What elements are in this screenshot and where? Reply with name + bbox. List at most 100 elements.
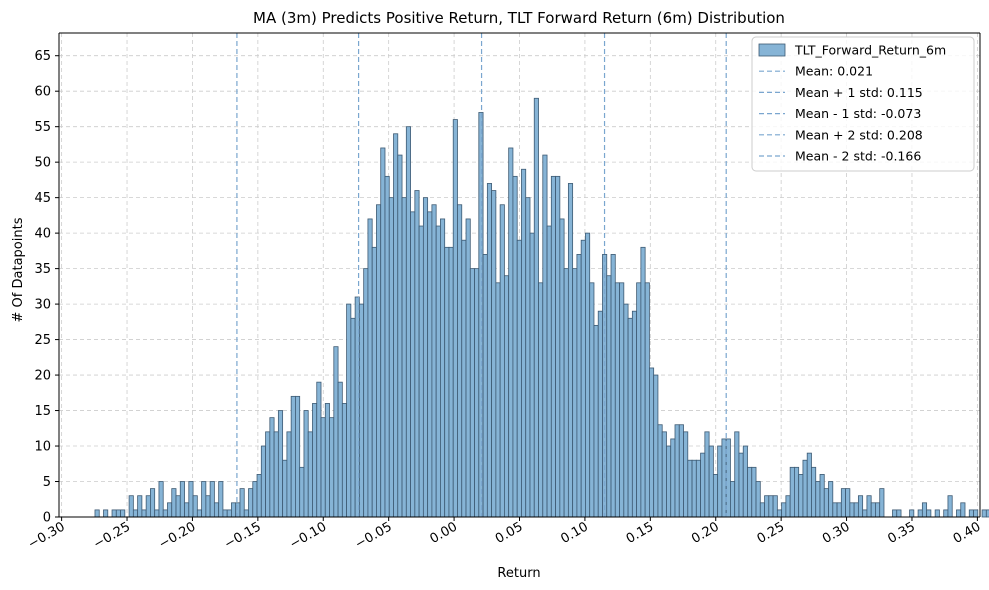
histogram-bar [580, 239, 586, 518]
histogram-bar [909, 509, 915, 518]
histogram-bar [653, 374, 659, 518]
histogram-bar [269, 417, 275, 518]
histogram-bar [384, 175, 390, 518]
histogram-bar [712, 474, 719, 518]
histogram-bar [521, 168, 527, 518]
x-tick-label: −0.20 [156, 519, 198, 552]
y-tick-label: 35 [34, 262, 51, 277]
histogram-bar [956, 509, 962, 518]
histogram-bar [759, 502, 765, 518]
histogram-bar [691, 459, 697, 518]
y-tick-label: 40 [34, 227, 51, 242]
legend-label: Mean - 1 std: -0.073 [795, 106, 921, 121]
y-tick-label: 10 [34, 440, 51, 455]
histogram-bar [273, 431, 279, 518]
histogram-bar [457, 204, 463, 518]
histogram-bar [670, 438, 676, 518]
reference-lines-layer [236, 33, 727, 517]
histogram-bar [802, 459, 808, 518]
histogram-bar [661, 431, 667, 518]
histogram-bar [175, 495, 181, 518]
histogram-bar [295, 395, 301, 518]
histogram-bar [508, 147, 514, 518]
histogram-bar [798, 474, 804, 518]
histogram-bar [226, 509, 232, 518]
legend-label: TLT_Forward_Return_6m [794, 43, 946, 58]
histogram-bar [111, 509, 117, 518]
histogram-bar [610, 254, 616, 518]
histogram-bar [875, 502, 881, 518]
histogram-bar [657, 424, 663, 518]
legend-frame [751, 36, 975, 172]
x-tick-label: 0.25 [755, 519, 788, 546]
x-tick-label: 0.30 [820, 519, 853, 546]
x-tick-label: 0.35 [885, 519, 918, 546]
histogram-bar [393, 133, 399, 518]
y-ticks: 0 5 10 15 20 25 30 35 40 45 50 55 60 65 [34, 49, 59, 526]
x-tick-label: −0.05 [353, 519, 395, 552]
x-tick-label: 0.20 [689, 519, 722, 546]
histogram-bar [981, 509, 987, 518]
y-tick-label: 0 [43, 511, 51, 526]
y-tick-label: 60 [34, 85, 51, 100]
y-axis-label: # Of Datapoints [11, 217, 26, 322]
histogram-bar [776, 509, 783, 518]
histogram-bar [538, 282, 544, 518]
histogram-bar [312, 403, 318, 518]
histogram-bar [499, 204, 505, 518]
histogram-bar [333, 346, 339, 518]
histogram-bar [256, 474, 262, 518]
histogram-bar [150, 488, 156, 518]
histogram-bar [346, 303, 352, 518]
histogram-bar [358, 303, 365, 518]
histogram-bar [921, 502, 928, 518]
histogram-bar [260, 445, 266, 518]
histogram-bar [926, 509, 932, 518]
histogram-bar [717, 445, 723, 518]
histogram-bar [162, 509, 168, 518]
histogram-bar [367, 218, 373, 518]
histogram-bar [815, 481, 821, 518]
histogram-bar [478, 112, 484, 518]
histogram-bar [747, 466, 753, 518]
histogram-bar [985, 509, 989, 518]
histogram-bar [486, 183, 493, 518]
histogram-bar [687, 459, 693, 518]
histogram-bar [567, 183, 574, 518]
histogram-bar [213, 502, 220, 518]
histogram-bar [516, 239, 522, 518]
y-tick-label: 30 [34, 298, 51, 313]
histogram-bar [606, 275, 612, 518]
histogram-bar [192, 495, 198, 518]
histogram-bar [231, 502, 237, 518]
histogram-bar [422, 197, 429, 518]
histogram-bar [397, 154, 403, 518]
histogram-bar [627, 317, 633, 518]
histogram-bar [533, 97, 539, 518]
histogram-bar [678, 424, 684, 518]
histogram-bar [649, 367, 655, 518]
histogram-bar [132, 509, 139, 518]
histogram-bar [290, 395, 296, 518]
histogram-bar [960, 502, 966, 518]
histogram-bar [879, 488, 885, 518]
histogram-bar [440, 218, 446, 518]
histogram-bar [973, 509, 979, 518]
histogram-bar [550, 175, 556, 518]
histogram-bar [239, 488, 245, 518]
histogram-bar [764, 495, 770, 518]
histogram-bar [636, 282, 642, 518]
x-ticks: −0.30 −0.25 −0.20 −0.15 −0.10 −0.05 0.00 0.05 0.… [26, 517, 983, 552]
legend-label: Mean + 1 std: 0.115 [795, 85, 923, 100]
histogram-bar [137, 495, 143, 518]
histogram-bar [789, 466, 795, 518]
histogram-bar [623, 303, 629, 518]
histogram-bar [585, 232, 591, 518]
histogram-bar [115, 509, 121, 518]
histogram-bar [188, 481, 194, 518]
histogram-bar [597, 310, 603, 518]
histogram-bar [495, 282, 501, 518]
histogram-bar [943, 509, 949, 518]
histogram-bar [363, 268, 369, 518]
histogram-bar [742, 445, 748, 518]
